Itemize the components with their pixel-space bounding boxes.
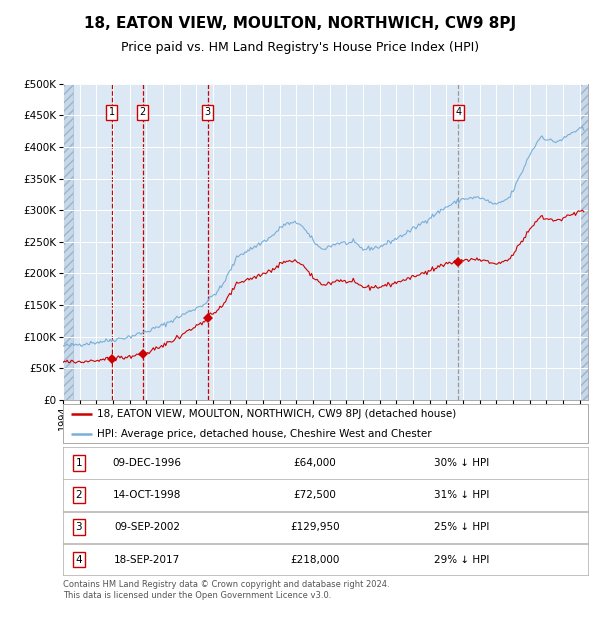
Text: 1: 1 xyxy=(76,458,82,468)
Text: 18, EATON VIEW, MOULTON, NORTHWICH, CW9 8PJ: 18, EATON VIEW, MOULTON, NORTHWICH, CW9 … xyxy=(84,16,516,31)
Text: 18, EATON VIEW, MOULTON, NORTHWICH, CW9 8PJ (detached house): 18, EATON VIEW, MOULTON, NORTHWICH, CW9 … xyxy=(97,409,457,419)
Text: 1: 1 xyxy=(109,107,115,117)
Text: 2: 2 xyxy=(76,490,82,500)
Text: 14-OCT-1998: 14-OCT-1998 xyxy=(113,490,181,500)
Text: 25% ↓ HPI: 25% ↓ HPI xyxy=(434,522,490,533)
Text: 31% ↓ HPI: 31% ↓ HPI xyxy=(434,490,490,500)
Text: Price paid vs. HM Land Registry's House Price Index (HPI): Price paid vs. HM Land Registry's House … xyxy=(121,42,479,54)
Text: 4: 4 xyxy=(76,554,82,565)
Text: £129,950: £129,950 xyxy=(290,522,340,533)
Text: HPI: Average price, detached house, Cheshire West and Chester: HPI: Average price, detached house, Ches… xyxy=(97,428,432,438)
Text: £218,000: £218,000 xyxy=(290,554,340,565)
Text: 2: 2 xyxy=(140,107,146,117)
Text: 3: 3 xyxy=(205,107,211,117)
Text: 30% ↓ HPI: 30% ↓ HPI xyxy=(434,458,490,468)
Text: 09-SEP-2002: 09-SEP-2002 xyxy=(114,522,180,533)
Text: 29% ↓ HPI: 29% ↓ HPI xyxy=(434,554,490,565)
Text: 4: 4 xyxy=(455,107,461,117)
Text: 18-SEP-2017: 18-SEP-2017 xyxy=(114,554,180,565)
Text: £64,000: £64,000 xyxy=(293,458,337,468)
Text: 3: 3 xyxy=(76,522,82,533)
Text: £72,500: £72,500 xyxy=(293,490,337,500)
Text: Contains HM Land Registry data © Crown copyright and database right 2024.
This d: Contains HM Land Registry data © Crown c… xyxy=(63,580,389,600)
Text: 09-DEC-1996: 09-DEC-1996 xyxy=(113,458,182,468)
